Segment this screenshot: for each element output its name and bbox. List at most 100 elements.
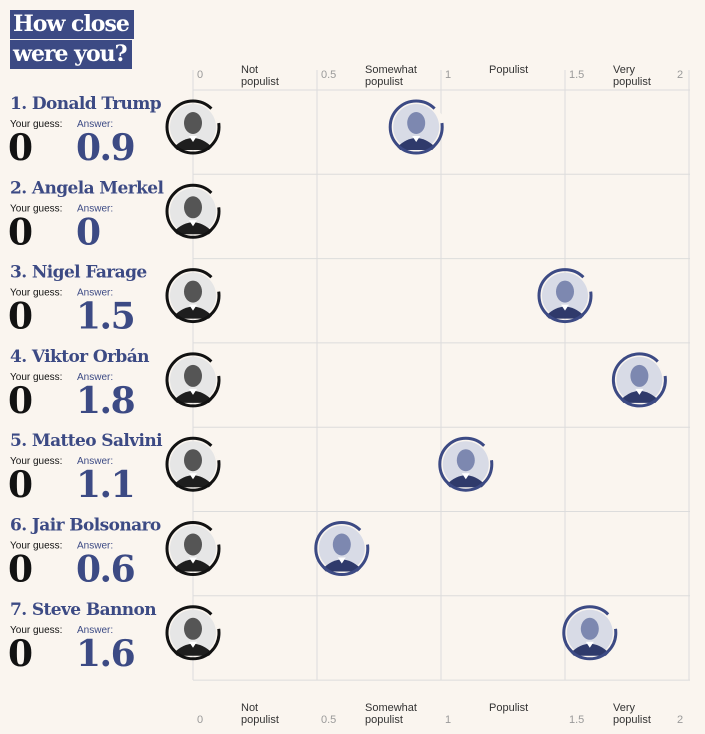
person-head-icon <box>556 280 574 303</box>
marker-ring <box>165 99 221 155</box>
collar-icon <box>337 557 346 564</box>
answer-label: Answer: <box>77 456 113 467</box>
person-head-icon <box>184 364 202 387</box>
x-tick-label: 2 <box>677 69 683 81</box>
guess-label: Your guess: <box>10 456 62 467</box>
marker-ring <box>165 521 221 576</box>
person-head-icon <box>456 449 475 472</box>
person-head-icon <box>184 280 202 303</box>
guess-marker <box>165 352 221 408</box>
guess-marker <box>165 99 221 155</box>
person-body-icon <box>546 306 584 319</box>
guess-label: Your guess: <box>10 288 62 299</box>
marker-ring <box>165 436 221 492</box>
guess-label: Your guess: <box>10 541 62 552</box>
answer-marker <box>314 521 370 576</box>
answer-marker <box>611 352 668 408</box>
person-body-icon <box>174 138 212 150</box>
marker-ring <box>314 521 370 576</box>
guess-label: Your guess: <box>10 119 62 130</box>
person-name: 3. Nigel Farage <box>10 263 147 283</box>
category-label: Not <box>241 702 258 714</box>
x-tick-label: 2 <box>677 714 683 726</box>
answer-marker <box>438 436 494 492</box>
collar-icon <box>561 304 569 311</box>
category-label: populist <box>241 714 279 726</box>
category-label: Very <box>613 64 636 76</box>
marker-ring <box>388 99 444 155</box>
person-head-icon <box>630 364 649 387</box>
person-name: 5. Matteo Salvini <box>10 431 163 451</box>
answer-label: Answer: <box>77 625 113 636</box>
person-body-icon <box>570 643 609 656</box>
collar-icon <box>189 220 197 227</box>
chart-title: How close were you? <box>10 9 190 69</box>
guess-value: 0 <box>8 211 32 253</box>
marker-ring <box>165 183 221 239</box>
answer-value: 1.1 <box>76 464 134 506</box>
collar-icon <box>461 473 470 480</box>
person-name: 2. Angela Merkel <box>10 178 164 198</box>
category-label: populist <box>613 714 651 726</box>
answer-label: Answer: <box>77 119 113 130</box>
x-tick-label: 1.5 <box>569 714 584 726</box>
person-body-icon <box>174 306 212 319</box>
category-label: Somewhat <box>365 702 417 714</box>
person-body-icon <box>322 559 361 572</box>
x-tick-label: 0 <box>197 69 203 81</box>
guess-value: 0 <box>8 464 32 506</box>
x-tick-label: 1 <box>445 714 451 726</box>
answer-value: 0.6 <box>76 549 135 591</box>
marker-ring <box>165 268 221 324</box>
marker-ring <box>438 436 494 492</box>
collar-icon <box>585 641 594 648</box>
answer-value: 0.9 <box>76 127 134 169</box>
x-tick-label: 0.5 <box>321 69 336 81</box>
collar-icon <box>635 388 644 395</box>
collar-icon <box>189 641 197 648</box>
person-head-icon <box>184 112 202 134</box>
answer-value: 1.5 <box>76 296 134 338</box>
guess-value: 0 <box>8 296 32 338</box>
x-tick-label: 0.5 <box>321 714 336 726</box>
person-body-icon <box>174 222 212 235</box>
collar-icon <box>189 136 197 142</box>
guess-label: Your guess: <box>10 203 62 214</box>
collar-icon <box>189 304 197 311</box>
marker-ring <box>165 605 221 661</box>
answer-marker <box>537 268 593 324</box>
guess-marker <box>165 436 221 492</box>
guess-value: 0 <box>8 633 32 675</box>
x-tick-label: 0 <box>197 714 203 726</box>
guess-value: 0 <box>8 549 32 591</box>
person-body-icon <box>446 475 485 488</box>
category-label: Populist <box>489 64 528 76</box>
person-head-icon <box>184 449 202 472</box>
person-head-icon <box>332 533 351 556</box>
marker-ring <box>562 605 618 661</box>
x-tick-label: 1 <box>445 69 451 81</box>
category-label: populist <box>613 76 651 88</box>
answer-marker <box>388 99 445 155</box>
person-body-icon <box>620 390 659 403</box>
person-head-icon <box>184 533 202 556</box>
person-body-icon <box>174 643 212 656</box>
guess-value: 0 <box>8 380 32 422</box>
person-body-icon <box>174 475 212 488</box>
collar-icon <box>189 473 197 480</box>
collar-icon <box>412 136 421 142</box>
answer-label: Answer: <box>77 203 113 214</box>
marker-ring <box>165 352 221 408</box>
person-head-icon <box>407 112 426 134</box>
person-name: 7. Steve Bannon <box>10 600 156 620</box>
answer-value: 0 <box>76 211 100 253</box>
answer-label: Answer: <box>77 372 113 383</box>
answer-label: Answer: <box>77 541 113 552</box>
guess-marker <box>165 521 221 576</box>
category-label: populist <box>241 76 279 88</box>
person-body-icon <box>397 138 436 150</box>
x-tick-label: 1.5 <box>569 69 584 81</box>
answer-value: 1.8 <box>76 380 135 422</box>
category-label: populist <box>365 76 403 88</box>
